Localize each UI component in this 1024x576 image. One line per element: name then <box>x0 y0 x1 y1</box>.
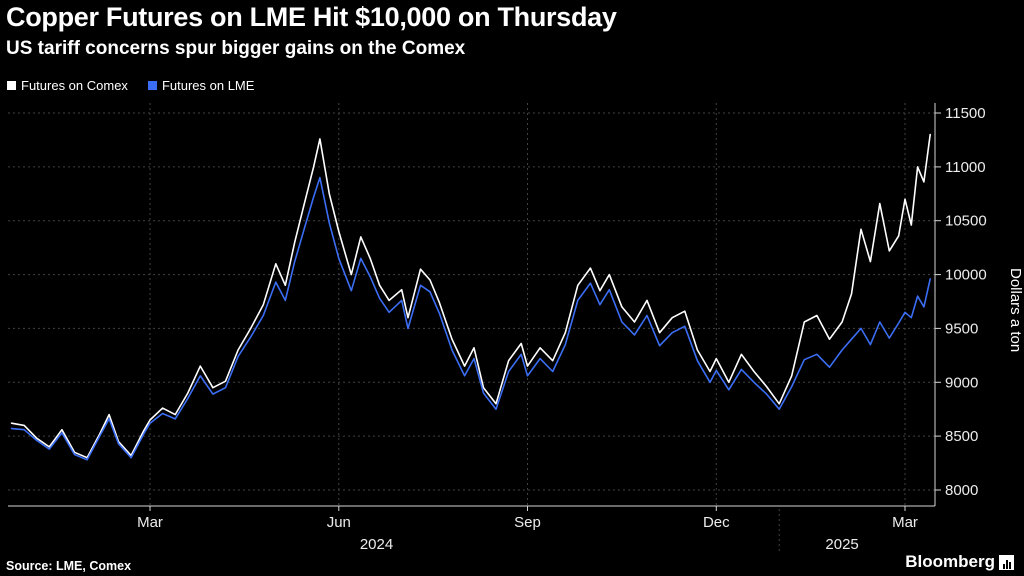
y-tick-label: 8000 <box>945 482 978 499</box>
bloomberg-logo: Bloomberg <box>905 552 1014 572</box>
y-tick-label: 9500 <box>945 320 978 337</box>
bloomberg-wordmark: Bloomberg <box>905 552 995 571</box>
bloomberg-chart-bars-icon <box>999 554 1014 570</box>
x-tick-label: Mar <box>892 514 918 531</box>
y-tick-label: 11500 <box>945 105 986 122</box>
lme-legend-swatch-icon <box>147 81 157 90</box>
y-tick-label: 8500 <box>945 428 978 445</box>
x-tick-label: Sep <box>514 514 541 531</box>
y-tick-label: 10000 <box>945 267 987 284</box>
series-line-lme <box>10 176 931 461</box>
series-line-comex <box>10 133 931 459</box>
chart-subtitle: US tariff concerns spur bigger gains on … <box>6 38 466 59</box>
x-tick-label: Jun <box>327 514 351 531</box>
y-axis-title: Dollars a ton <box>1007 267 1024 353</box>
year-label: 2024 <box>360 536 393 553</box>
chart-title: Copper Futures on LME Hit $10,000 on Thu… <box>6 2 617 32</box>
source-note: Source: LME, Comex <box>6 559 132 573</box>
legend-label-lme: Futures on LME <box>161 78 255 93</box>
comex-legend-swatch-icon <box>7 81 16 90</box>
legend-item-lme: Futures on LME <box>147 78 255 93</box>
y-tick-label: 9000 <box>945 374 978 391</box>
legend-item-comex: Futures on Comex <box>7 78 128 93</box>
y-tick-label: 10500 <box>945 213 987 230</box>
year-label: 2025 <box>825 536 858 553</box>
x-tick-label: Dec <box>703 514 730 531</box>
legend: Futures on Comex Futures on LME <box>7 78 254 93</box>
x-tick-label: Mar <box>137 514 163 531</box>
legend-label-comex: Futures on Comex <box>21 78 128 93</box>
y-tick-label: 11000 <box>945 159 986 176</box>
